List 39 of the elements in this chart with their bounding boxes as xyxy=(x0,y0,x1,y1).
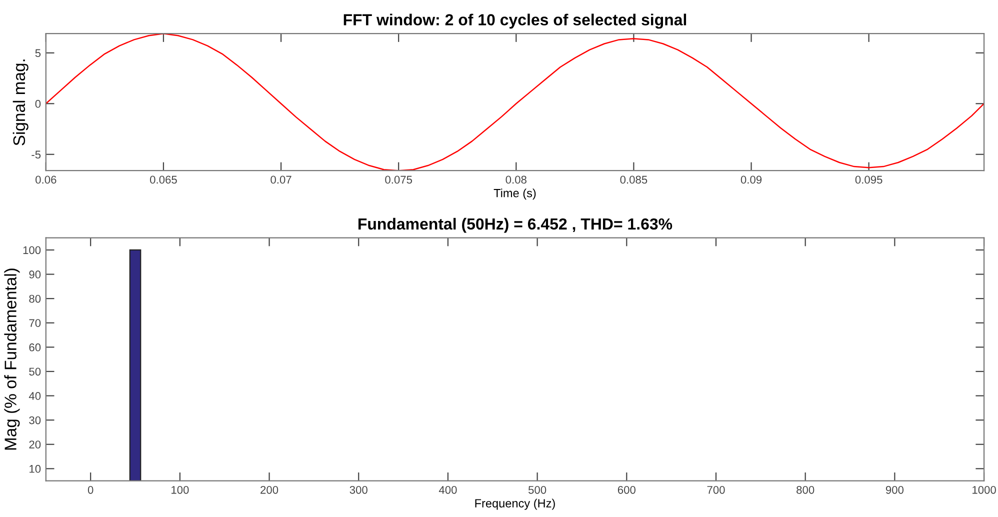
chart-title: FFT window: 2 of 10 cycles of selected signal xyxy=(344,14,686,29)
x-tick-label: 0.085 xyxy=(620,176,648,184)
x-tick-label: 0.095 xyxy=(855,176,882,184)
y-tick-label: 40 xyxy=(28,392,41,400)
x-tick-label: 800 xyxy=(796,486,814,494)
y-tick-label: 70 xyxy=(29,319,41,327)
y-tick-label: 5 xyxy=(35,49,41,58)
y-tick-label: 100 xyxy=(23,246,41,254)
y-tick-label: -5 xyxy=(32,150,41,159)
y-axis-title: Mag (% of Fundamental) xyxy=(4,268,20,450)
x-tick-label: 600 xyxy=(618,486,636,494)
chart-title: Fundamental (50Hz) = 6.452 , THD= 1.63% xyxy=(358,218,672,233)
x-tick-label: 0.075 xyxy=(385,176,412,184)
x-tick-label: 400 xyxy=(438,486,457,494)
x-tick-label: 0.065 xyxy=(150,176,177,184)
y-tick-label: 90 xyxy=(29,270,41,278)
x-tick-label: 200 xyxy=(260,486,278,494)
x-axis-title: Frequency (Hz) xyxy=(475,498,555,510)
x-tick-label: 0.08 xyxy=(506,176,526,184)
x-tick-label: 900 xyxy=(886,486,904,494)
x-tick-label: 0.09 xyxy=(740,176,762,184)
x-tick-label: 300 xyxy=(350,486,368,494)
y-tick-label: 80 xyxy=(29,294,41,303)
x-tick-label: 100 xyxy=(172,486,189,494)
x-tick-label: 0.06 xyxy=(36,176,56,184)
x-tick-label: 700 xyxy=(707,486,725,494)
y-tick-label: 10 xyxy=(30,464,41,473)
y-tick-label: 60 xyxy=(29,343,41,352)
x-axis-title: Time (s) xyxy=(494,188,536,200)
y-tick-label: 50 xyxy=(29,368,41,376)
x-tick-label: 1000 xyxy=(972,486,996,494)
y-tick-label: 30 xyxy=(29,416,41,424)
y-axis-title: Signal mag. xyxy=(12,60,28,146)
x-tick-label: 500 xyxy=(528,486,546,494)
y-tick-label: 20 xyxy=(29,440,41,448)
y-tick-label: 0 xyxy=(35,100,41,108)
x-tick-label: 0 xyxy=(88,486,94,494)
line-series xyxy=(46,34,984,171)
x-tick-label: 0.07 xyxy=(270,176,292,184)
